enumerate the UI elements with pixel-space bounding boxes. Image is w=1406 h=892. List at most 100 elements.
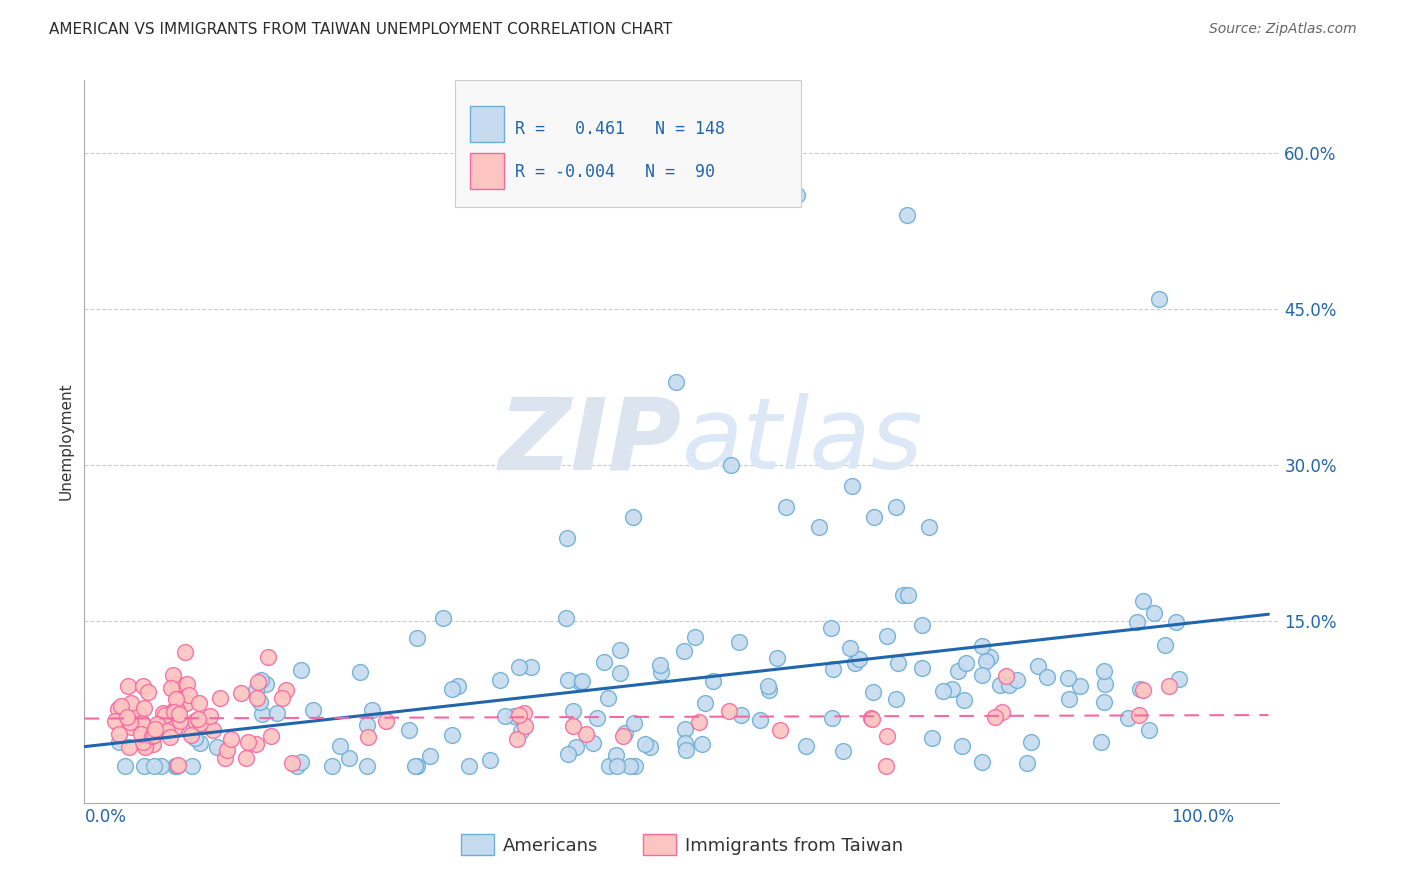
- Point: [163, 705, 186, 719]
- Point: [245, 683, 267, 698]
- Point: [950, 739, 973, 754]
- Point: [921, 731, 943, 745]
- Point: [519, 659, 541, 673]
- Point: [665, 375, 688, 389]
- Point: [758, 683, 780, 698]
- Point: [1026, 658, 1049, 673]
- Point: [229, 686, 252, 700]
- Point: [166, 703, 188, 717]
- Point: [749, 713, 772, 727]
- Point: [1005, 673, 1028, 687]
- Point: [290, 755, 312, 769]
- Point: [1159, 679, 1181, 693]
- Point: [180, 728, 202, 742]
- Point: [612, 729, 634, 743]
- Point: [690, 737, 713, 751]
- Point: [134, 739, 156, 753]
- Y-axis label: Unemployment: Unemployment: [58, 383, 73, 500]
- Point: [188, 716, 211, 731]
- Point: [582, 736, 605, 750]
- Point: [356, 759, 378, 773]
- Point: [398, 723, 420, 737]
- Point: [807, 520, 830, 534]
- Point: [187, 696, 209, 710]
- Point: [173, 645, 195, 659]
- Point: [948, 664, 970, 678]
- Point: [134, 759, 156, 773]
- Point: [841, 479, 863, 493]
- Point: [1147, 292, 1170, 306]
- Point: [997, 678, 1019, 692]
- FancyBboxPatch shape: [456, 80, 801, 207]
- Point: [441, 728, 464, 742]
- Point: [633, 737, 655, 751]
- Point: [794, 739, 817, 753]
- Point: [562, 704, 585, 718]
- Point: [246, 690, 269, 705]
- Point: [256, 650, 278, 665]
- Point: [162, 668, 184, 682]
- Point: [1057, 691, 1080, 706]
- Point: [619, 759, 641, 773]
- Point: [838, 640, 860, 655]
- Point: [406, 632, 429, 646]
- Point: [718, 704, 741, 718]
- Point: [217, 743, 239, 757]
- Point: [245, 737, 267, 751]
- Point: [896, 209, 918, 223]
- Point: [972, 639, 994, 653]
- Point: [114, 759, 136, 773]
- Point: [166, 676, 188, 690]
- Point: [107, 702, 129, 716]
- Point: [235, 751, 257, 765]
- Point: [489, 673, 512, 687]
- Point: [1137, 723, 1160, 737]
- Point: [167, 757, 190, 772]
- Point: [152, 706, 174, 720]
- Point: [118, 715, 141, 730]
- Point: [184, 714, 207, 728]
- Point: [142, 759, 165, 773]
- Point: [513, 719, 536, 733]
- Point: [181, 759, 204, 773]
- Point: [756, 679, 779, 693]
- Point: [598, 759, 620, 773]
- Point: [564, 739, 586, 754]
- Point: [970, 755, 993, 769]
- Point: [562, 718, 585, 732]
- Point: [911, 618, 934, 632]
- Point: [270, 690, 292, 705]
- Point: [447, 680, 470, 694]
- Point: [285, 759, 308, 773]
- Point: [184, 731, 207, 745]
- Point: [508, 708, 530, 723]
- Point: [769, 723, 792, 737]
- Point: [955, 657, 977, 671]
- Point: [195, 718, 218, 732]
- Point: [167, 706, 190, 721]
- Point: [302, 703, 325, 717]
- Point: [897, 587, 920, 601]
- Point: [250, 706, 273, 721]
- Point: [648, 657, 671, 672]
- Point: [188, 736, 211, 750]
- FancyBboxPatch shape: [471, 105, 503, 142]
- Point: [503, 709, 526, 723]
- Point: [441, 681, 464, 696]
- Point: [329, 739, 352, 753]
- Point: [419, 748, 441, 763]
- Point: [142, 737, 165, 751]
- Point: [891, 588, 914, 602]
- Point: [979, 650, 1001, 665]
- Point: [176, 677, 198, 691]
- Point: [786, 187, 808, 202]
- Text: ZIP: ZIP: [499, 393, 682, 490]
- Point: [143, 728, 166, 742]
- Point: [884, 500, 907, 514]
- Point: [688, 714, 710, 729]
- Point: [479, 753, 502, 767]
- Point: [510, 723, 533, 738]
- Point: [884, 692, 907, 706]
- Point: [974, 654, 997, 668]
- Point: [349, 665, 371, 680]
